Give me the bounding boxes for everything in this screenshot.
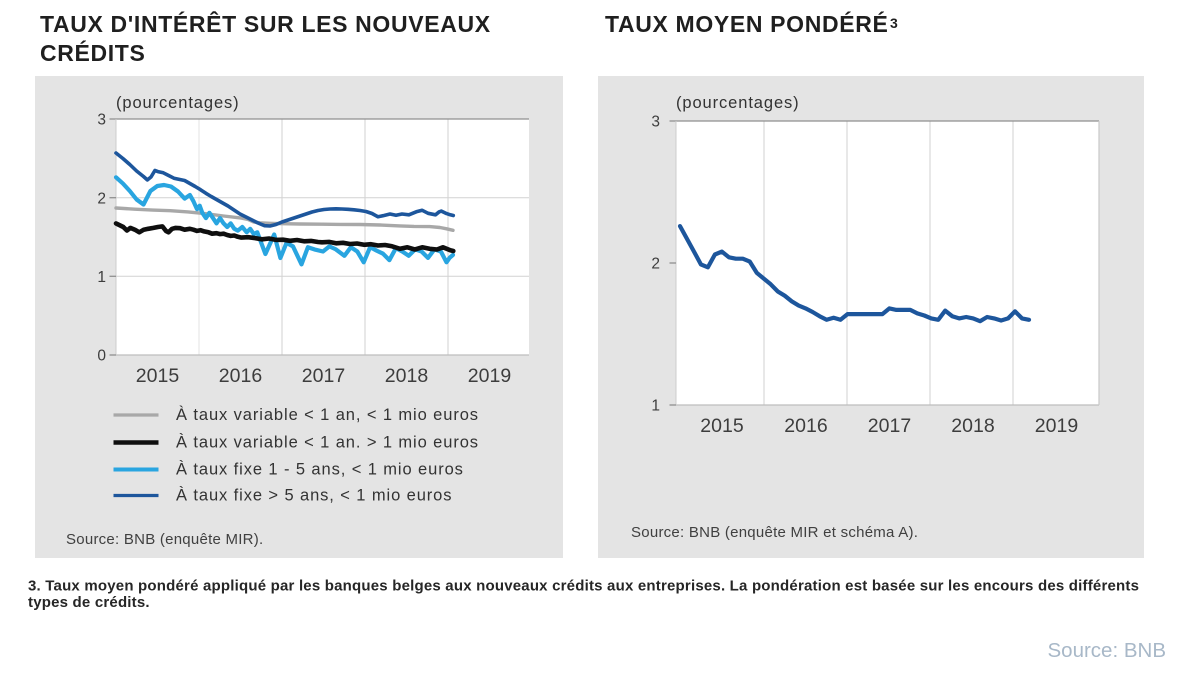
svg-text:Source: BNB: Source: BNB <box>1048 639 1167 662</box>
svg-text:TAUX MOYEN PONDÉRÉ: TAUX MOYEN PONDÉRÉ <box>605 10 888 37</box>
svg-text:TAUX D'INTÉRÊT SUR LES NOUVEAU: TAUX D'INTÉRÊT SUR LES NOUVEAUX <box>40 10 491 37</box>
svg-text:3: 3 <box>890 15 898 31</box>
svg-text:2018: 2018 <box>951 415 994 437</box>
svg-text:CRÉDITS: CRÉDITS <box>40 39 146 66</box>
svg-text:2017: 2017 <box>868 415 911 437</box>
svg-text:3. Taux moyen pondéré appliqué: 3. Taux moyen pondéré appliqué par les b… <box>28 578 1139 595</box>
svg-text:Source: BNB (enquête MIR).: Source: BNB (enquête MIR). <box>66 531 263 548</box>
svg-text:3: 3 <box>651 114 660 131</box>
svg-text:3: 3 <box>97 112 106 129</box>
svg-text:(pourcentages): (pourcentages) <box>116 94 240 112</box>
svg-text:2017: 2017 <box>302 365 345 387</box>
svg-text:1: 1 <box>97 269 106 286</box>
svg-text:2019: 2019 <box>1035 415 1078 437</box>
svg-text:À taux fixe > 5 ans, < 1 mio e: À taux fixe > 5 ans, < 1 mio euros <box>176 486 452 505</box>
svg-text:types de crédits.: types de crédits. <box>28 594 150 611</box>
svg-text:(pourcentages): (pourcentages) <box>676 94 800 112</box>
svg-text:À taux variable < 1 an, < 1 mi: À taux variable < 1 an, < 1 mio euros <box>176 405 479 424</box>
svg-text:0: 0 <box>97 348 106 365</box>
svg-text:Source: BNB (enquête MIR et sc: Source: BNB (enquête MIR et schéma A). <box>631 524 918 541</box>
svg-text:2016: 2016 <box>219 365 262 387</box>
svg-text:2016: 2016 <box>784 415 827 437</box>
svg-text:2015: 2015 <box>136 365 180 387</box>
svg-text:2015: 2015 <box>700 415 744 437</box>
svg-text:À taux variable < 1 an. > 1 mi: À taux variable < 1 an. > 1 mio euros <box>176 433 479 452</box>
svg-text:2018: 2018 <box>385 365 428 387</box>
svg-text:2: 2 <box>97 190 106 207</box>
svg-text:1: 1 <box>651 398 660 415</box>
svg-text:À taux fixe 1 - 5 ans, < 1 mio: À taux fixe 1 - 5 ans, < 1 mio euros <box>176 460 464 479</box>
svg-text:2019: 2019 <box>468 365 511 387</box>
svg-text:2: 2 <box>651 256 660 273</box>
